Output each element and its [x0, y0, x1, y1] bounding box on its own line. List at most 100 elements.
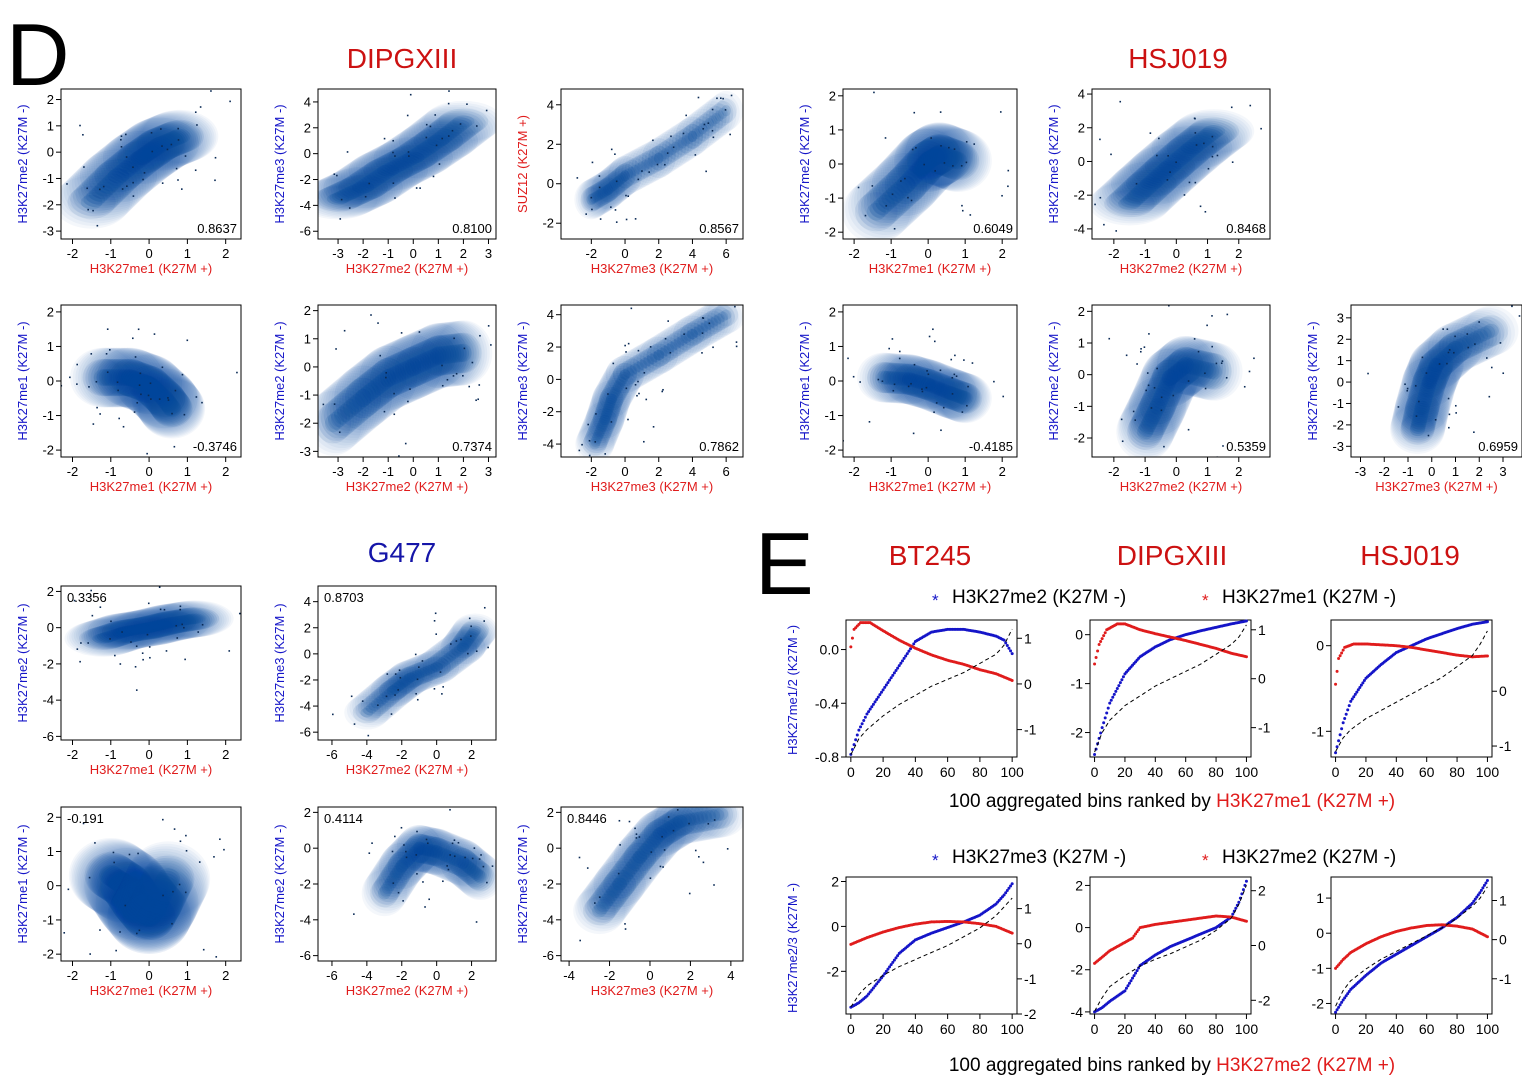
outlier-point	[1404, 383, 1406, 386]
density-core	[121, 157, 144, 173]
density-blob	[595, 178, 618, 204]
x-tick-label: 1	[1452, 464, 1459, 479]
density-halo	[318, 388, 365, 454]
x-tick-label: 100	[1235, 1021, 1259, 1037]
density-blob	[363, 157, 414, 184]
outlier-point	[89, 953, 91, 955]
density-blob	[103, 151, 152, 186]
density-blob	[617, 161, 640, 187]
series-point	[1127, 981, 1131, 985]
outlier-point	[683, 759, 685, 761]
density-halo	[419, 322, 478, 387]
y-tick-label: 1	[1337, 353, 1344, 368]
density-core	[144, 380, 163, 397]
density-core	[364, 173, 387, 185]
y-tick-label: 4	[304, 94, 311, 109]
outlier-point	[460, 638, 462, 641]
y-tick-label: 2	[1078, 120, 1085, 135]
density-blob	[668, 132, 690, 158]
outlier-point	[928, 335, 931, 338]
outlier-point	[405, 856, 408, 859]
outlier-point	[449, 808, 451, 811]
outlier-point	[119, 663, 122, 665]
correlation-value: 0.5359	[1226, 439, 1266, 454]
outlier-point	[162, 818, 164, 821]
outlier-point	[610, 421, 613, 423]
density-blob	[917, 134, 961, 174]
outlier-point	[392, 182, 395, 184]
density-blob	[109, 358, 151, 397]
density-core	[630, 164, 640, 177]
outlier-point	[1448, 349, 1451, 351]
outlier-point	[966, 404, 968, 407]
series-point	[1115, 687, 1119, 690]
density-blob	[148, 385, 190, 424]
outlier-point	[709, 802, 711, 804]
density-halo	[318, 176, 383, 218]
series-point	[1099, 731, 1103, 735]
outlier-point	[124, 904, 127, 907]
density-blob	[144, 124, 193, 158]
y-tick-label: -6	[299, 224, 311, 239]
outlier-point	[1518, 315, 1521, 317]
density-blob	[611, 166, 633, 192]
density-halo	[1133, 140, 1215, 185]
outlier-point	[610, 148, 613, 151]
density-core	[1160, 158, 1184, 171]
y-axis-label: H3K27me3 (K27M -)	[1046, 104, 1061, 223]
x-tick-label: 0	[145, 968, 152, 983]
density-core	[109, 166, 132, 182]
density-halo	[429, 320, 488, 386]
outlier-point	[1002, 395, 1005, 398]
density-core	[88, 186, 111, 202]
density-blob	[400, 344, 437, 385]
density-core	[924, 148, 944, 167]
outlier-point	[61, 384, 63, 387]
outlier-point	[470, 625, 472, 628]
density-core	[355, 388, 372, 408]
outlier-point	[120, 135, 123, 138]
x-tick-label: 0	[621, 464, 628, 479]
outlier-point	[466, 103, 468, 105]
y-tick-label: -2	[42, 656, 54, 671]
density-halo	[359, 345, 418, 411]
density-blob	[1144, 152, 1196, 181]
y-tick-label: -2	[1073, 431, 1085, 446]
density-core	[613, 175, 624, 187]
density-blob	[347, 375, 384, 417]
series-point	[849, 645, 853, 649]
x-tick-label: 3	[485, 464, 492, 479]
y-tick-label: 0	[1078, 367, 1085, 382]
outlier-point	[453, 337, 455, 340]
density-halo	[369, 341, 428, 407]
outlier-point	[1220, 362, 1223, 364]
outlier-point	[1211, 315, 1213, 317]
outlier-point	[1121, 440, 1124, 443]
density-blob	[678, 126, 700, 151]
outlier-point	[1511, 305, 1513, 308]
density-core	[357, 386, 374, 406]
density-halo	[325, 373, 383, 438]
y-tick-label: 0	[547, 176, 554, 191]
density-blob	[1181, 122, 1233, 150]
outlier-point	[1427, 434, 1430, 437]
y-tick-label: 0	[304, 841, 311, 856]
density-core	[389, 158, 412, 170]
density-core	[620, 170, 630, 182]
x-tick-label: 0	[847, 764, 855, 780]
density-core	[881, 189, 901, 207]
outlier-point	[1169, 171, 1171, 173]
density-core	[1153, 165, 1176, 178]
density-halo	[373, 137, 453, 179]
x-tick-label: 20	[875, 1021, 891, 1037]
density-core	[372, 374, 389, 394]
series-point	[1134, 971, 1138, 975]
density-layer	[573, 759, 743, 942]
density-halo	[416, 322, 475, 388]
series-point	[1124, 986, 1128, 990]
outlier-point	[1221, 360, 1224, 362]
outlier-point	[1007, 185, 1009, 188]
outlier-point	[367, 734, 370, 737]
density-core	[330, 409, 348, 428]
